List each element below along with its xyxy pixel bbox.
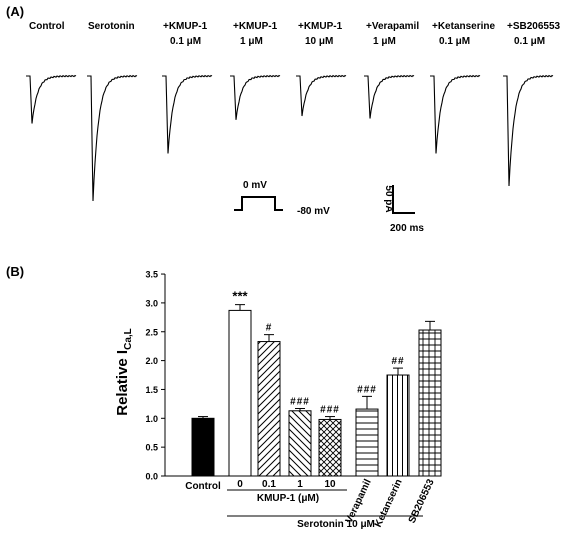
chart-axes: 0.0 0.5 1.0 1.5 2.0 2.5 3.0 3.5 [145,270,427,482]
bar-0 [191,417,215,477]
y-tick-label-3: 1.5 [145,385,158,395]
y-tick-label-0: 0.0 [145,472,158,482]
scale-bar-lines [392,185,415,214]
kmup-group-label: KMUP-1 (μM) [257,493,319,504]
x-tick-label-4: 10 [324,479,336,490]
trace-label-7-line-1: 0.1 μM [514,36,545,47]
trace-label-6-line-0: +Ketanserine [432,21,496,32]
trace-label-5-line-0: +Verapamil [366,21,419,32]
y-tick-label-1: 0.5 [145,443,158,453]
serotonin-group-label: Serotonin 10 μM [297,519,375,530]
bar-4 [318,418,342,477]
x-tick-label-6: Ketanserin [373,478,405,529]
group-brackets: KMUP-1 (μM) Serotonin 10 μM [227,489,423,530]
chart-bars: ***############ [191,289,442,477]
current-trace-6 [430,74,481,154]
current-trace-4 [296,74,347,117]
significance-mark-3: ### [290,396,310,407]
current-trace-2 [162,74,213,154]
current-trace-5 [364,74,415,119]
scale-bar: 50 pA 200 ms [383,185,424,234]
x-tick-label-7: SB206553 [407,477,437,525]
scale-bar-current-label: 50 pA [383,185,394,212]
y-tick-label-7: 3.5 [145,270,158,280]
protocol-step-label: 0 mV [243,180,267,191]
bar-2 [257,341,281,477]
x-tick-label-2: 0.1 [262,479,276,490]
trace-label-3-line-0: +KMUP-1 [233,21,278,32]
trace-label-0-line-0: Control [29,21,65,32]
bar-1 [228,309,252,477]
trace-label-2-line-1: 0.1 μM [170,36,201,47]
significance-mark-5: ### [357,384,377,395]
y-tick-label-2: 1.0 [145,414,158,424]
y-tick-label-4: 2.0 [145,356,158,366]
current-traces [26,74,554,202]
current-trace-3 [230,74,281,120]
bar-6 [386,374,410,477]
x-tick-label-1: 0 [237,479,243,490]
current-trace-7 [503,74,554,187]
current-trace-1 [87,74,138,202]
current-trace-0 [26,74,77,124]
trace-label-4-line-0: +KMUP-1 [298,21,343,32]
trace-label-4-line-1: 10 μM [305,36,333,47]
trace-label-7-line-0: +SB206553 [507,21,561,32]
y-tick-label-6: 3.0 [145,298,158,308]
y-axis-label: Relative ICa,L [114,328,134,416]
significance-mark-1: *** [232,289,248,304]
y-tick-label-5: 2.5 [145,327,158,337]
trace-labels: Control Serotonin +KMUP-1 0.1 μM +KMUP-1 1 μM… [29,21,561,47]
panel-a-label: (A) [6,4,24,19]
voltage-protocol: 0 mV -80 mV [234,180,330,217]
bar-7 [418,329,442,477]
y-axis-label-main: Relative I [114,350,131,416]
x-tick-label-3: 1 [297,479,303,490]
scale-bar-time-label: 200 ms [390,223,424,234]
bar-3 [288,410,312,477]
significance-mark-4: ### [320,405,340,416]
panel-b-label: (B) [6,264,24,279]
x-tick-label-5: Verapamil [344,477,374,525]
protocol-hold-label: -80 mV [297,206,330,217]
protocol-waveform [234,196,283,211]
trace-label-5-line-1: 1 μM [373,36,396,47]
trace-label-1-line-0: Serotonin [88,21,135,32]
x-tick-label-0: Control [185,481,221,492]
bar-5 [355,408,379,477]
significance-mark-6: ## [391,356,404,367]
y-axis-label-subscript: Ca,L [123,328,134,350]
trace-label-3-line-1: 1 μM [240,36,263,47]
trace-label-6-line-1: 0.1 μM [439,36,470,47]
significance-mark-2: # [266,323,273,334]
trace-label-2-line-0: +KMUP-1 [163,21,208,32]
